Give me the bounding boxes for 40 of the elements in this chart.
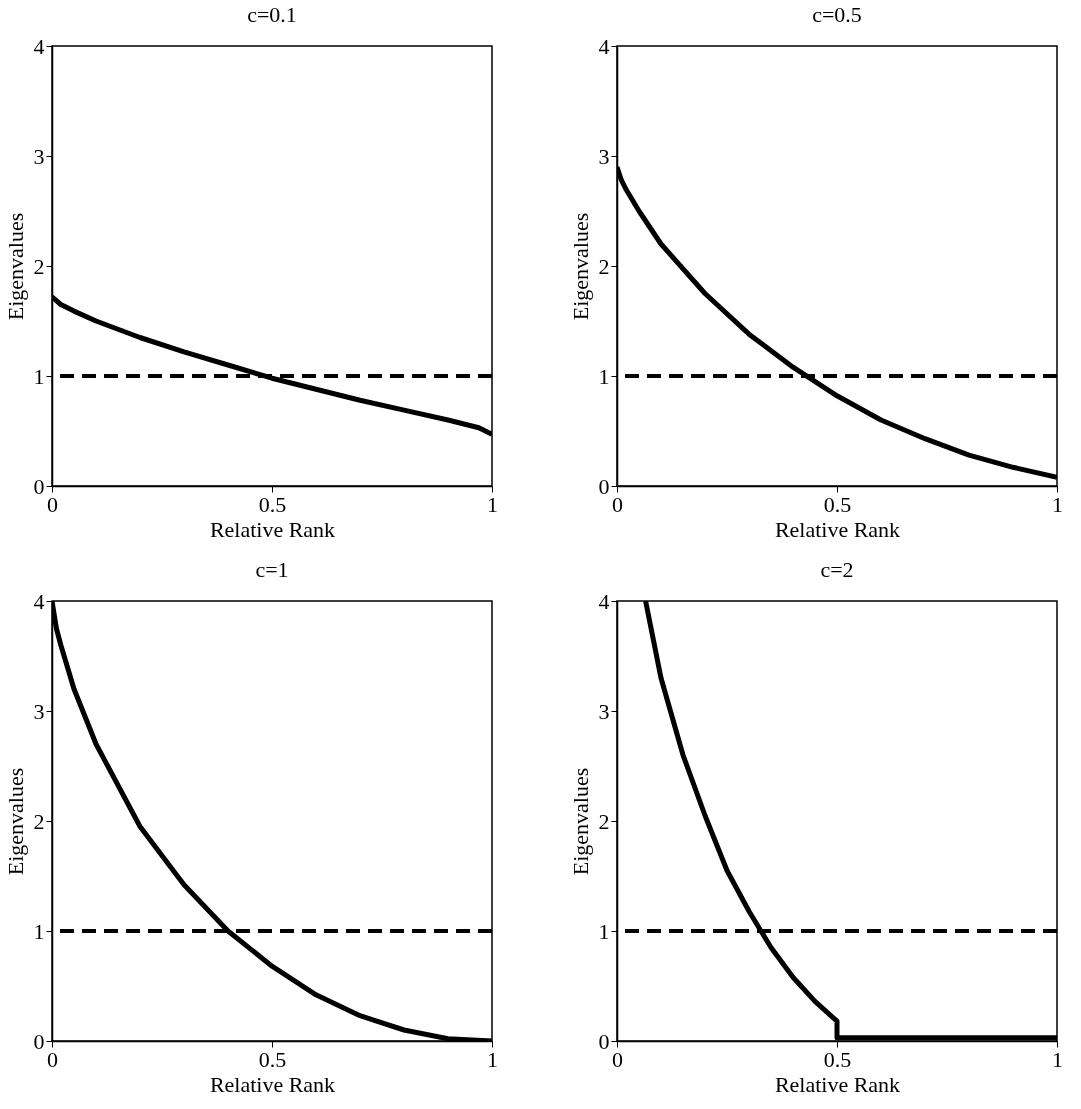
x-axis-title: Relative Rank <box>774 516 901 542</box>
x-tick-label: 1 <box>1052 491 1063 517</box>
x-axis-title: Relative Rank <box>774 1071 901 1097</box>
x-tick-label: 1 <box>487 491 498 517</box>
chart-title: c=0.1 <box>247 2 297 27</box>
x-tick-label: 1 <box>1052 1046 1063 1072</box>
y-tick-label: 2 <box>33 253 45 279</box>
x-axis-title: Relative Rank <box>209 1071 336 1097</box>
x-tick-label: 0.5 <box>258 1046 287 1072</box>
y-tick-label: 0 <box>598 473 610 499</box>
chart-title: c=1 <box>255 557 289 582</box>
y-tick-label: 3 <box>598 143 610 169</box>
y-axis-title: Eigenvalues <box>567 212 593 321</box>
y-tick-label: 0 <box>33 1028 45 1054</box>
y-tick-label: 4 <box>33 33 45 59</box>
x-tick-label: 0.5 <box>823 491 852 517</box>
y-tick-label: 2 <box>598 808 610 834</box>
y-tick-label: 3 <box>33 143 45 169</box>
y-tick-label: 1 <box>33 918 45 944</box>
y-tick-label: 4 <box>598 33 610 59</box>
x-tick-label: 1 <box>487 1046 498 1072</box>
x-tick-label: 0.5 <box>258 491 287 517</box>
y-tick-label: 4 <box>33 588 45 614</box>
y-tick-label: 1 <box>598 363 610 389</box>
y-tick-label: 0 <box>33 473 45 499</box>
y-tick-label: 3 <box>598 698 610 724</box>
x-axis-title: Relative Rank <box>209 516 336 542</box>
y-axis-title: Eigenvalues <box>2 767 28 876</box>
y-tick-label: 1 <box>598 918 610 944</box>
y-tick-label: 1 <box>33 363 45 389</box>
x-tick-label: 0.5 <box>823 1046 852 1072</box>
chart-title: c=2 <box>820 557 854 582</box>
y-axis-title: Eigenvalues <box>2 212 28 321</box>
y-tick-label: 2 <box>33 808 45 834</box>
chart-title: c=0.5 <box>812 2 862 27</box>
y-tick-label: 0 <box>598 1028 610 1054</box>
y-tick-label: 3 <box>33 698 45 724</box>
y-axis-title: Eigenvalues <box>567 767 593 876</box>
y-tick-label: 2 <box>598 253 610 279</box>
y-tick-label: 4 <box>598 588 610 614</box>
